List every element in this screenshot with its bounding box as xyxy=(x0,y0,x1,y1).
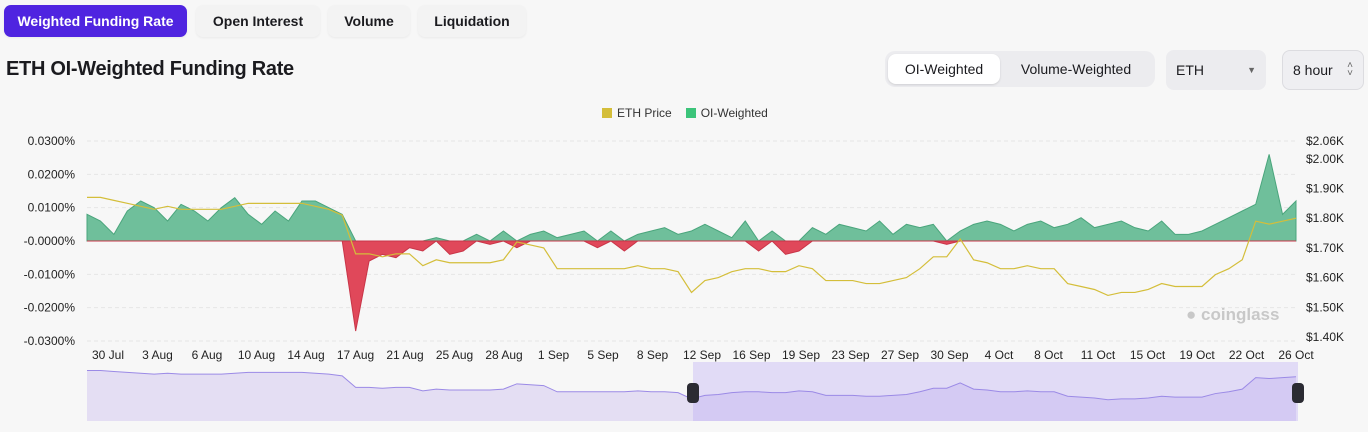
caret-down-icon: ▼ xyxy=(1247,65,1256,75)
volume-weighted-option[interactable]: Volume-Weighted xyxy=(1020,61,1132,77)
x-tick-label: 22 Oct xyxy=(1229,348,1265,362)
x-tick-label: 8 Sep xyxy=(637,348,669,362)
y-right-tick-label: $1.60K xyxy=(1306,271,1344,285)
y-right-tick-label: $1.90K xyxy=(1306,182,1344,196)
y-right-tick-label: $1.80K xyxy=(1306,211,1344,225)
x-tick-label: 27 Sep xyxy=(881,348,919,362)
oi-weighted-negative-area xyxy=(87,240,1296,332)
y-left-tick-label: -0.0100% xyxy=(24,267,76,281)
legend-item-oi-weighted[interactable]: OI-Weighted xyxy=(685,106,768,120)
x-tick-label: 28 Aug xyxy=(485,348,522,362)
watermark-text: coinglass xyxy=(1201,305,1280,324)
oi-weighted-option[interactable]: OI-Weighted xyxy=(888,54,1000,84)
interval-select-value: 8 hour xyxy=(1293,62,1333,78)
x-tick-label: 4 Oct xyxy=(985,348,1014,362)
interval-select[interactable]: 8 hour ˄ ˅ xyxy=(1282,50,1364,90)
x-tick-label: 30 Jul xyxy=(92,348,124,362)
page-title: ETH OI-Weighted Funding Rate xyxy=(6,58,294,80)
eth-price-line xyxy=(87,196,1297,297)
x-tick-label: 26 Oct xyxy=(1278,348,1314,362)
y-left-tick-label: 0.0300% xyxy=(28,134,76,148)
x-tick-label: 19 Sep xyxy=(782,348,820,362)
x-tick-label: 5 Sep xyxy=(587,348,619,362)
y-left-tick-label: -0.0300% xyxy=(24,334,76,348)
y-left-tick-label: -0.0200% xyxy=(24,301,76,315)
x-tick-label: 12 Sep xyxy=(683,348,721,362)
oi-weighted-positive-area xyxy=(86,154,1297,242)
legend-label: ETH Price xyxy=(617,106,672,120)
x-tick-label: 16 Sep xyxy=(732,348,770,362)
y-left-tick-label: -0.0000% xyxy=(24,234,76,248)
chart-legend: ETH Price OI-Weighted xyxy=(602,106,768,120)
tab-volume[interactable]: Volume xyxy=(328,5,410,37)
tab-liquidation[interactable]: Liquidation xyxy=(418,5,526,37)
x-tick-label: 8 Oct xyxy=(1034,348,1063,362)
weighting-toggle: OI-Weighted Volume-Weighted xyxy=(885,51,1155,87)
x-tick-label: 14 Aug xyxy=(287,348,324,362)
y-right-tick-label: $2.06K xyxy=(1306,134,1344,148)
y-right-tick-label: $1.70K xyxy=(1306,241,1344,255)
x-tick-label: 30 Sep xyxy=(930,348,968,362)
x-tick-label: 3 Aug xyxy=(142,348,173,362)
x-tick-label: 17 Aug xyxy=(337,348,374,362)
tab-weighted-funding-rate[interactable]: Weighted Funding Rate xyxy=(4,5,187,37)
coin-select[interactable]: ETH ▼ xyxy=(1166,50,1266,90)
y-right-tick-label: $1.40K xyxy=(1306,330,1344,344)
up-down-chevron-icon: ˄ ˅ xyxy=(1347,60,1353,79)
minimap-right-handle[interactable] xyxy=(1292,383,1304,403)
x-tick-label: 23 Sep xyxy=(831,348,869,362)
legend-label: OI-Weighted xyxy=(700,106,768,120)
x-tick-label: 1 Sep xyxy=(538,348,570,362)
legend-item-eth-price[interactable]: ETH Price xyxy=(602,106,672,120)
y-left-tick-label: 0.0100% xyxy=(28,201,76,215)
minimap-left-handle[interactable] xyxy=(687,383,699,403)
x-tick-label: 10 Aug xyxy=(238,348,275,362)
watermark-logo-icon: ● xyxy=(1186,305,1197,324)
coinglass-watermark: ● coinglass xyxy=(1186,305,1279,325)
x-tick-label: 25 Aug xyxy=(436,348,473,362)
minimap-area xyxy=(87,370,1296,421)
y-right-tick-label: $1.50K xyxy=(1306,300,1344,314)
x-tick-label: 21 Aug xyxy=(386,348,423,362)
y-right-tick-label: $2.00K xyxy=(1306,152,1344,166)
coin-select-value: ETH xyxy=(1176,62,1204,78)
x-tick-label: 19 Oct xyxy=(1179,348,1215,362)
x-tick-label: 15 Oct xyxy=(1130,348,1166,362)
y-left-tick-label: 0.0200% xyxy=(28,167,76,181)
x-tick-label: 6 Aug xyxy=(192,348,223,362)
tab-open-interest[interactable]: Open Interest xyxy=(196,5,320,37)
x-tick-label: 11 Oct xyxy=(1081,348,1116,362)
